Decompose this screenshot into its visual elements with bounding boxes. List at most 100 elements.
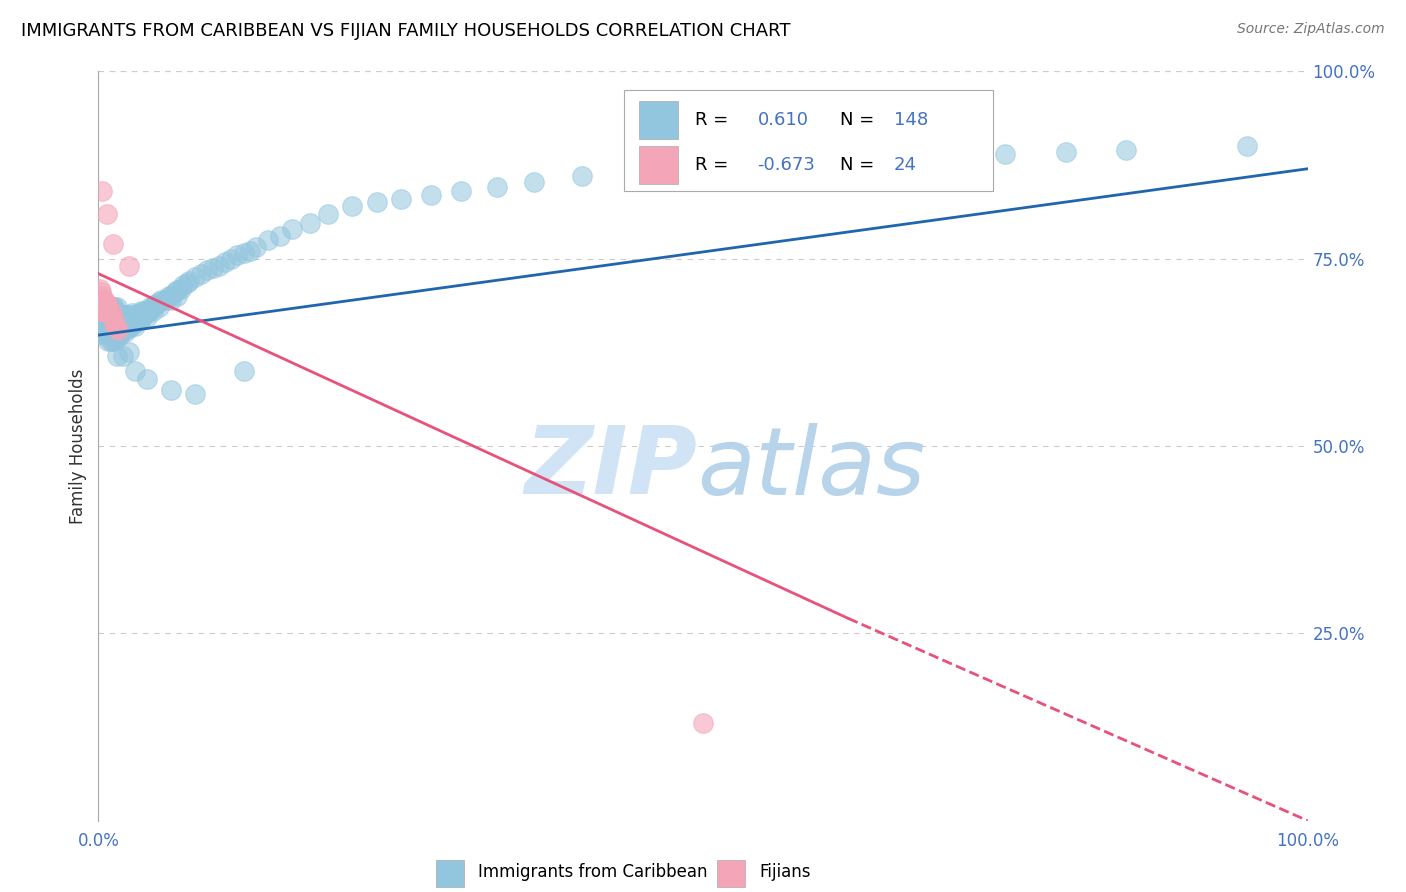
Point: [127, 311, 149, 326]
Point: [571, 169, 593, 184]
Point: [108, 310, 131, 325]
Point: [98, 304, 121, 318]
Point: [117, 308, 139, 322]
Point: [107, 323, 129, 337]
Point: [93, 319, 115, 334]
Point: [101, 311, 124, 326]
Point: [91, 304, 114, 318]
Point: [128, 305, 150, 319]
Point: [96, 298, 118, 312]
Point: [103, 301, 125, 315]
Text: 0.610: 0.610: [758, 112, 808, 129]
Point: [105, 310, 128, 325]
Point: [91, 184, 114, 198]
Point: [96, 301, 118, 315]
Point: [91, 311, 114, 326]
Point: [208, 259, 231, 273]
Point: [107, 310, 129, 325]
Point: [125, 315, 148, 329]
Point: [91, 326, 114, 341]
Text: Source: ZipAtlas.com: Source: ZipAtlas.com: [1237, 22, 1385, 37]
Point: [157, 289, 180, 303]
Text: 24: 24: [894, 156, 917, 174]
Point: [124, 308, 146, 322]
Point: [111, 323, 134, 337]
Point: [184, 386, 207, 401]
Point: [103, 311, 125, 326]
Point: [98, 313, 121, 327]
Y-axis label: Family Households: Family Households: [69, 368, 87, 524]
FancyBboxPatch shape: [638, 102, 678, 139]
Point: [101, 310, 124, 325]
Text: R =: R =: [695, 112, 734, 129]
Point: [110, 320, 132, 334]
Point: [100, 310, 122, 325]
Point: [486, 180, 509, 194]
Point: [96, 207, 118, 221]
Point: [316, 207, 339, 221]
Text: ZIP: ZIP: [524, 423, 697, 515]
Point: [107, 330, 129, 344]
Point: [93, 304, 115, 318]
Point: [100, 319, 122, 334]
Point: [256, 233, 278, 247]
Point: [98, 302, 121, 317]
Point: [226, 248, 249, 262]
Point: [104, 318, 127, 332]
Point: [114, 308, 136, 322]
Point: [105, 320, 128, 334]
Point: [90, 304, 112, 318]
Point: [752, 158, 775, 172]
Point: [105, 301, 128, 315]
Point: [118, 345, 141, 359]
Point: [105, 349, 128, 363]
Point: [129, 311, 152, 326]
Point: [101, 301, 124, 315]
Point: [97, 319, 120, 334]
FancyBboxPatch shape: [624, 90, 993, 191]
Point: [103, 323, 125, 337]
Point: [366, 195, 388, 210]
Point: [124, 319, 146, 334]
Text: IMMIGRANTS FROM CARIBBEAN VS FIJIAN FAMILY HOUSEHOLDS CORRELATION CHART: IMMIGRANTS FROM CARIBBEAN VS FIJIAN FAMI…: [21, 22, 790, 40]
Point: [148, 301, 170, 315]
Point: [134, 304, 156, 318]
Point: [299, 216, 322, 230]
Point: [131, 310, 153, 325]
Point: [94, 295, 117, 310]
Point: [100, 308, 122, 322]
Point: [118, 320, 141, 334]
Point: [142, 304, 165, 318]
Point: [342, 199, 364, 213]
Point: [160, 293, 183, 307]
Point: [118, 319, 141, 334]
Point: [104, 319, 127, 334]
Point: [93, 294, 115, 309]
Point: [111, 311, 134, 326]
Point: [135, 310, 157, 325]
Point: [450, 184, 472, 198]
Point: [873, 151, 896, 165]
Point: [91, 311, 114, 326]
Point: [245, 240, 267, 254]
Point: [166, 289, 188, 303]
FancyBboxPatch shape: [638, 146, 678, 184]
Point: [132, 305, 155, 319]
Point: [107, 320, 129, 334]
Point: [184, 270, 207, 285]
Text: Fijians: Fijians: [759, 863, 811, 881]
Point: [142, 301, 165, 315]
Point: [100, 320, 122, 334]
Point: [176, 276, 198, 290]
Point: [202, 260, 225, 275]
Point: [1054, 145, 1077, 160]
Point: [104, 333, 127, 347]
Point: [239, 244, 262, 259]
Point: [420, 188, 443, 202]
Point: [101, 236, 124, 251]
Point: [90, 326, 112, 341]
Point: [117, 319, 139, 334]
Point: [135, 371, 157, 385]
Text: N =: N =: [839, 156, 880, 174]
Point: [108, 308, 131, 322]
